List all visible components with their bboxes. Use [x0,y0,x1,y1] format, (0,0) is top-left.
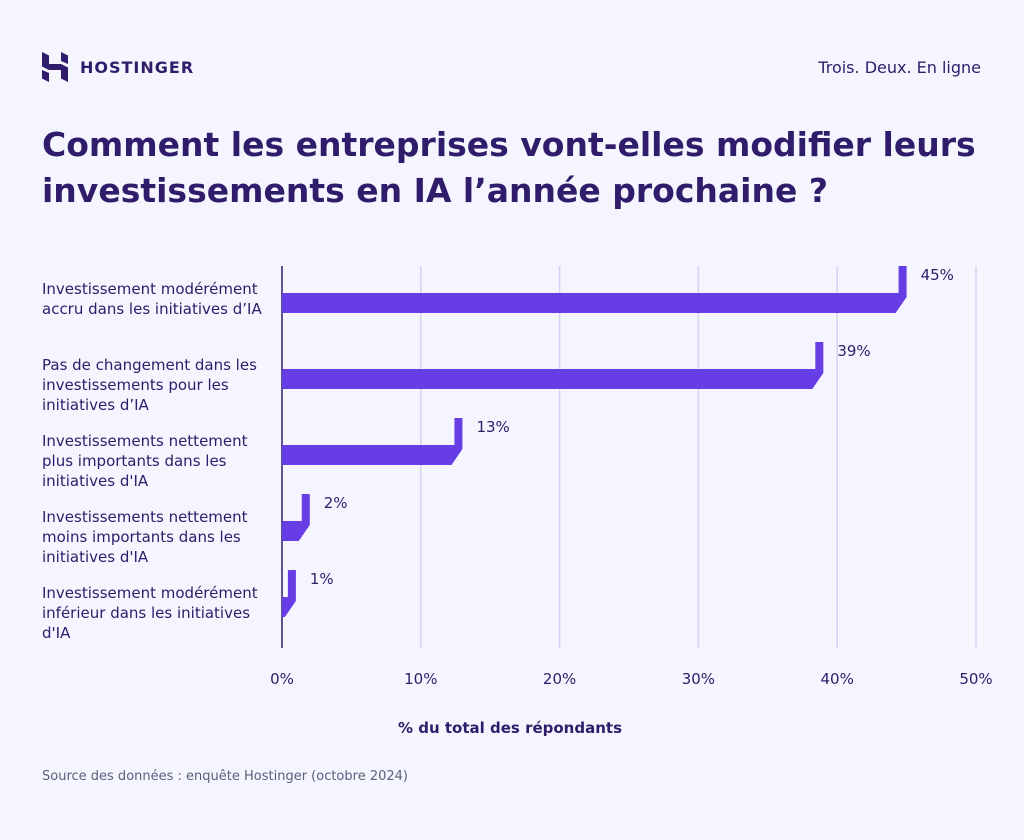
data-label: 39% [837,342,870,360]
category-label: Investissement modérément accru dans les… [42,280,262,318]
x-tick-label: 50% [959,670,992,688]
x-axis-label: % du total des répondants [397,719,622,737]
x-tick-label: 40% [821,670,854,688]
bar [282,342,824,389]
data-label: 45% [921,266,954,284]
bar [282,418,463,465]
bar [282,494,310,541]
x-tick-label: 10% [404,670,437,688]
hostinger-logo: HOSTINGER [42,52,194,82]
source-note: Source des données : enquête Hostinger (… [42,769,408,784]
data-label: 2% [324,494,348,512]
data-label: 1% [310,570,334,588]
brand-name: HOSTINGER [80,57,195,77]
x-tick-label: 30% [682,670,715,688]
x-tick-label: 20% [543,670,576,688]
chart-title: Comment les entreprises vont-elles modif… [42,125,976,210]
bar [282,570,296,617]
hostinger-logo-icon [42,52,68,82]
category-label: Investissements nettement plus important… [42,432,248,490]
category-label: Investissements nettement moins importan… [42,508,248,566]
x-tick-label: 0% [270,670,294,688]
bar [282,266,907,313]
data-label: 13% [476,418,509,436]
category-label: Pas de changement dans les investissemen… [42,356,257,414]
tagline: Trois. Deux. En ligne [818,58,981,77]
category-label: Investissement modérément inférieur dans… [42,584,258,642]
